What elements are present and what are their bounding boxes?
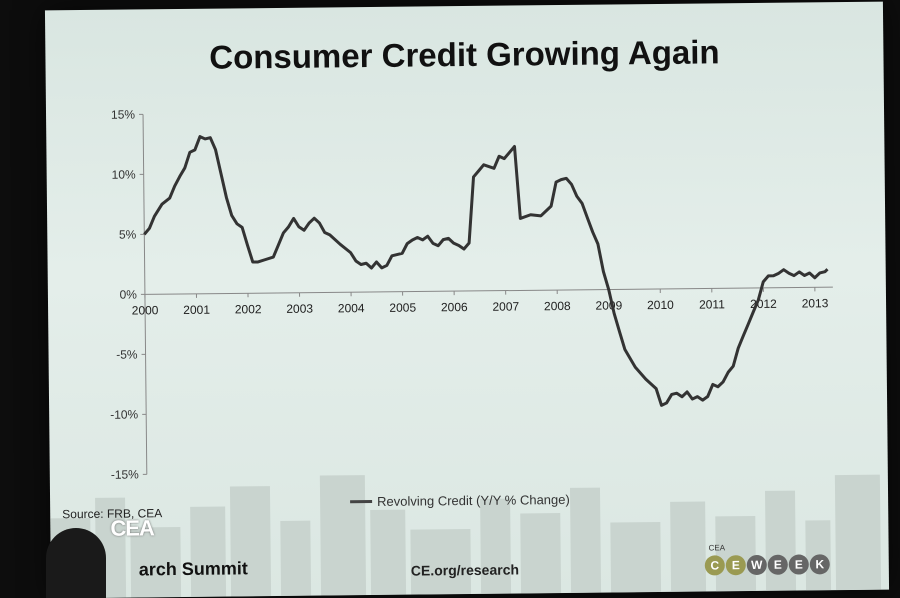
slide: Consumer Credit Growing Again 15% 10% 5% 0%… — [44, 1, 890, 598]
ce-week-letter: E — [767, 554, 788, 575]
x-tick-label: 2004 — [338, 301, 365, 315]
x-tick-label: 2005 — [389, 301, 416, 315]
y-tick-label: -5% — [116, 347, 138, 361]
x-tick-label: 2008 — [544, 299, 571, 313]
y-tick-label: 0% — [120, 287, 138, 301]
ce-week-letter: E — [788, 554, 809, 575]
ce-week-letter: W — [746, 554, 767, 576]
audience-silhouette — [46, 528, 106, 598]
x-tick-label: 2000 — [132, 303, 159, 317]
legend-label: Revolving Credit (Y/Y % Change) — [377, 491, 570, 509]
line-chart: 15%10%5%0%-5%-10%-15% 2000 2001 2002 2003 20… — [110, 107, 833, 482]
ce-week-letter: E — [725, 555, 746, 576]
y-tick-label: 10% — [112, 167, 136, 181]
x-tick-labels: 2000 2001 2002 2003 2004 2005 2006 2007 2008 2009… — [132, 287, 829, 318]
cea-logo: CEA — [110, 515, 154, 541]
footer-url: CE.org/research — [410, 561, 520, 579]
ce-week-letter: C — [704, 555, 725, 576]
series-line-revolving-credit — [143, 135, 829, 407]
x-tick-label: 2011 — [699, 297, 725, 311]
y-tick-label: 15% — [111, 107, 135, 121]
y-tick-label: -10% — [110, 407, 138, 421]
x-tick-label: 2002 — [235, 302, 262, 316]
x-axis-line — [144, 286, 833, 295]
y-tick-label: -15% — [111, 467, 139, 481]
summit-title: arch Summit — [138, 558, 248, 580]
y-tick-labels: 15% 10% 5% 0% -5% -10% -15% — [110, 107, 147, 482]
chart-axes — [142, 114, 833, 475]
x-tick-label: 2007 — [492, 299, 519, 313]
x-tick-label: 2009 — [595, 298, 622, 312]
ce-week-letter: K — [809, 554, 830, 575]
legend: Revolving Credit (Y/Y % Change) — [350, 492, 570, 509]
x-tick-label: 2003 — [286, 302, 313, 316]
x-tick-label: 2013 — [802, 296, 829, 310]
legend-swatch — [350, 500, 373, 504]
ce-week-small-text: CEA — [708, 543, 726, 553]
city-skyline-background — [50, 474, 882, 598]
x-tick-label: 2001 — [183, 303, 210, 317]
x-tick-label: 2006 — [441, 300, 468, 314]
y-tick-label: 5% — [119, 227, 137, 241]
series-group — [143, 135, 829, 407]
cea-logo-text: CEA — [110, 515, 154, 541]
x-tick-label: 2010 — [647, 298, 674, 312]
